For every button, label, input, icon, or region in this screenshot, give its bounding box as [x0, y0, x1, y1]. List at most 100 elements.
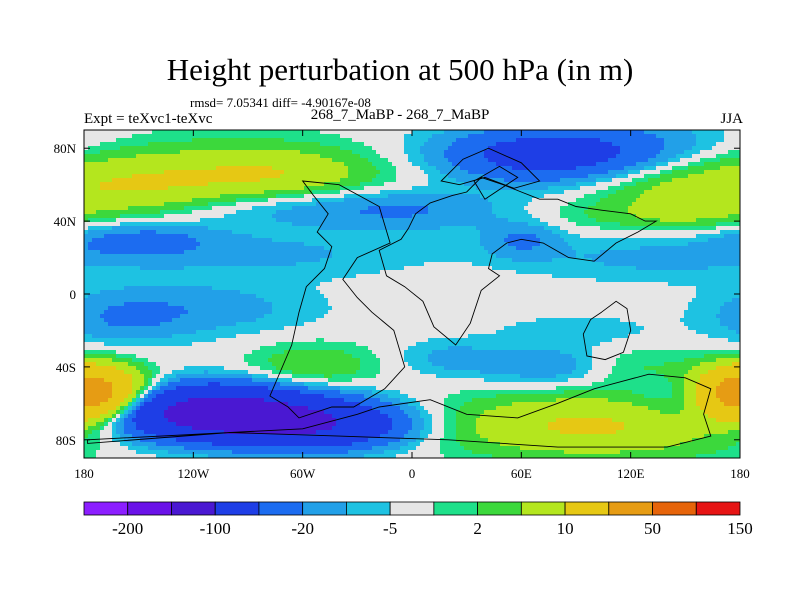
- field-cell: [160, 386, 177, 391]
- field-cell: [364, 186, 413, 191]
- field-cell: [400, 438, 417, 443]
- field-cell: [232, 230, 481, 235]
- field-cell: [716, 394, 740, 399]
- field-cell: [396, 454, 445, 458]
- stats-label: rmsd= 7.05341 diff= -4.90167e-08: [190, 95, 371, 110]
- field-cell: [672, 170, 705, 175]
- field-cell: [576, 182, 597, 187]
- field-cell: [128, 410, 133, 415]
- field-cell: [720, 230, 740, 235]
- field-cell: [572, 246, 641, 251]
- field-cell: [552, 258, 593, 263]
- field-cell: [84, 194, 221, 199]
- field-cell: [84, 242, 89, 247]
- field-cell: [672, 386, 685, 391]
- colorbar-label: -5: [383, 519, 397, 538]
- field-cell: [428, 210, 493, 215]
- field-cell: [144, 374, 153, 379]
- field-cell: [576, 250, 601, 255]
- field-cell: [608, 398, 685, 403]
- field-cell: [224, 214, 273, 219]
- field-cell: [692, 130, 725, 135]
- field-cell: [684, 398, 697, 403]
- field-cell: [552, 230, 569, 235]
- field-cell: [336, 418, 393, 423]
- field-cell: [260, 366, 277, 371]
- field-cell: [132, 434, 157, 439]
- field-cell: [84, 230, 89, 235]
- field-cell: [304, 382, 329, 387]
- field-cell: [408, 362, 433, 367]
- field-cell: [96, 450, 137, 455]
- field-cell: [380, 214, 413, 219]
- field-cell: [188, 310, 273, 315]
- field-cell: [176, 422, 337, 427]
- field-cell: [112, 226, 209, 231]
- field-cell: [444, 402, 465, 407]
- field-cell: [460, 406, 497, 411]
- field-cell: [636, 214, 729, 219]
- field-cell: [320, 154, 361, 159]
- field-cell: [724, 130, 740, 135]
- field-cell: [428, 410, 445, 415]
- field-cell: [248, 370, 273, 375]
- field-cell: [152, 370, 161, 375]
- field-cell: [732, 298, 740, 303]
- field-cell: [672, 394, 685, 399]
- field-cell: [416, 438, 425, 443]
- colorbar-swatch: [258, 501, 304, 516]
- field-cell: [636, 322, 685, 327]
- field-cell: [284, 138, 353, 143]
- field-cell: [144, 430, 225, 435]
- field-cell: [404, 358, 429, 363]
- field-cell: [372, 446, 401, 451]
- field-cell: [244, 358, 269, 363]
- field-cell: [644, 190, 740, 195]
- field-cell: [104, 318, 173, 323]
- field-cell: [120, 414, 125, 419]
- field-cell: [472, 346, 593, 351]
- field-cell: [376, 374, 437, 379]
- field-cell: [120, 146, 341, 151]
- field-cell: [84, 210, 97, 215]
- colorbar-swatch: [477, 501, 522, 516]
- field-cell: [216, 338, 317, 343]
- field-cell: [340, 134, 405, 139]
- field-cell: [164, 202, 209, 207]
- field-cell: [360, 362, 381, 367]
- field-cell: [472, 450, 565, 455]
- field-cell: [196, 238, 273, 243]
- field-cell: [660, 218, 697, 223]
- field-cell: [672, 166, 689, 171]
- field-cell: [420, 370, 481, 375]
- field-cell: [496, 330, 641, 335]
- field-cell: [84, 266, 141, 271]
- field-cell: [644, 394, 673, 399]
- field-cell: [328, 378, 353, 383]
- field-cell: [400, 390, 461, 395]
- field-cell: [412, 366, 445, 371]
- field-cell: [160, 322, 237, 327]
- field-cell: [84, 270, 381, 275]
- field-cell: [684, 378, 701, 383]
- field-cell: [696, 234, 725, 239]
- field-cell: [128, 206, 185, 211]
- field-cell: [352, 354, 377, 359]
- field-cell: [560, 226, 601, 231]
- field-cell: [520, 446, 665, 451]
- field-cell: [304, 242, 481, 247]
- field-cell: [276, 342, 357, 347]
- field-cell: [696, 402, 725, 407]
- field-cell: [432, 422, 445, 427]
- field-cell: [140, 386, 145, 391]
- field-cell: [424, 170, 441, 175]
- field-cell: [372, 406, 401, 411]
- field-cell: [328, 310, 685, 315]
- field-cell: [688, 242, 740, 247]
- field-cell: [84, 314, 101, 319]
- colorbar-swatch: [695, 501, 741, 516]
- field-cell: [680, 442, 737, 447]
- field-cell: [100, 414, 113, 419]
- field-cell: [96, 210, 161, 215]
- field-cell: [684, 314, 717, 319]
